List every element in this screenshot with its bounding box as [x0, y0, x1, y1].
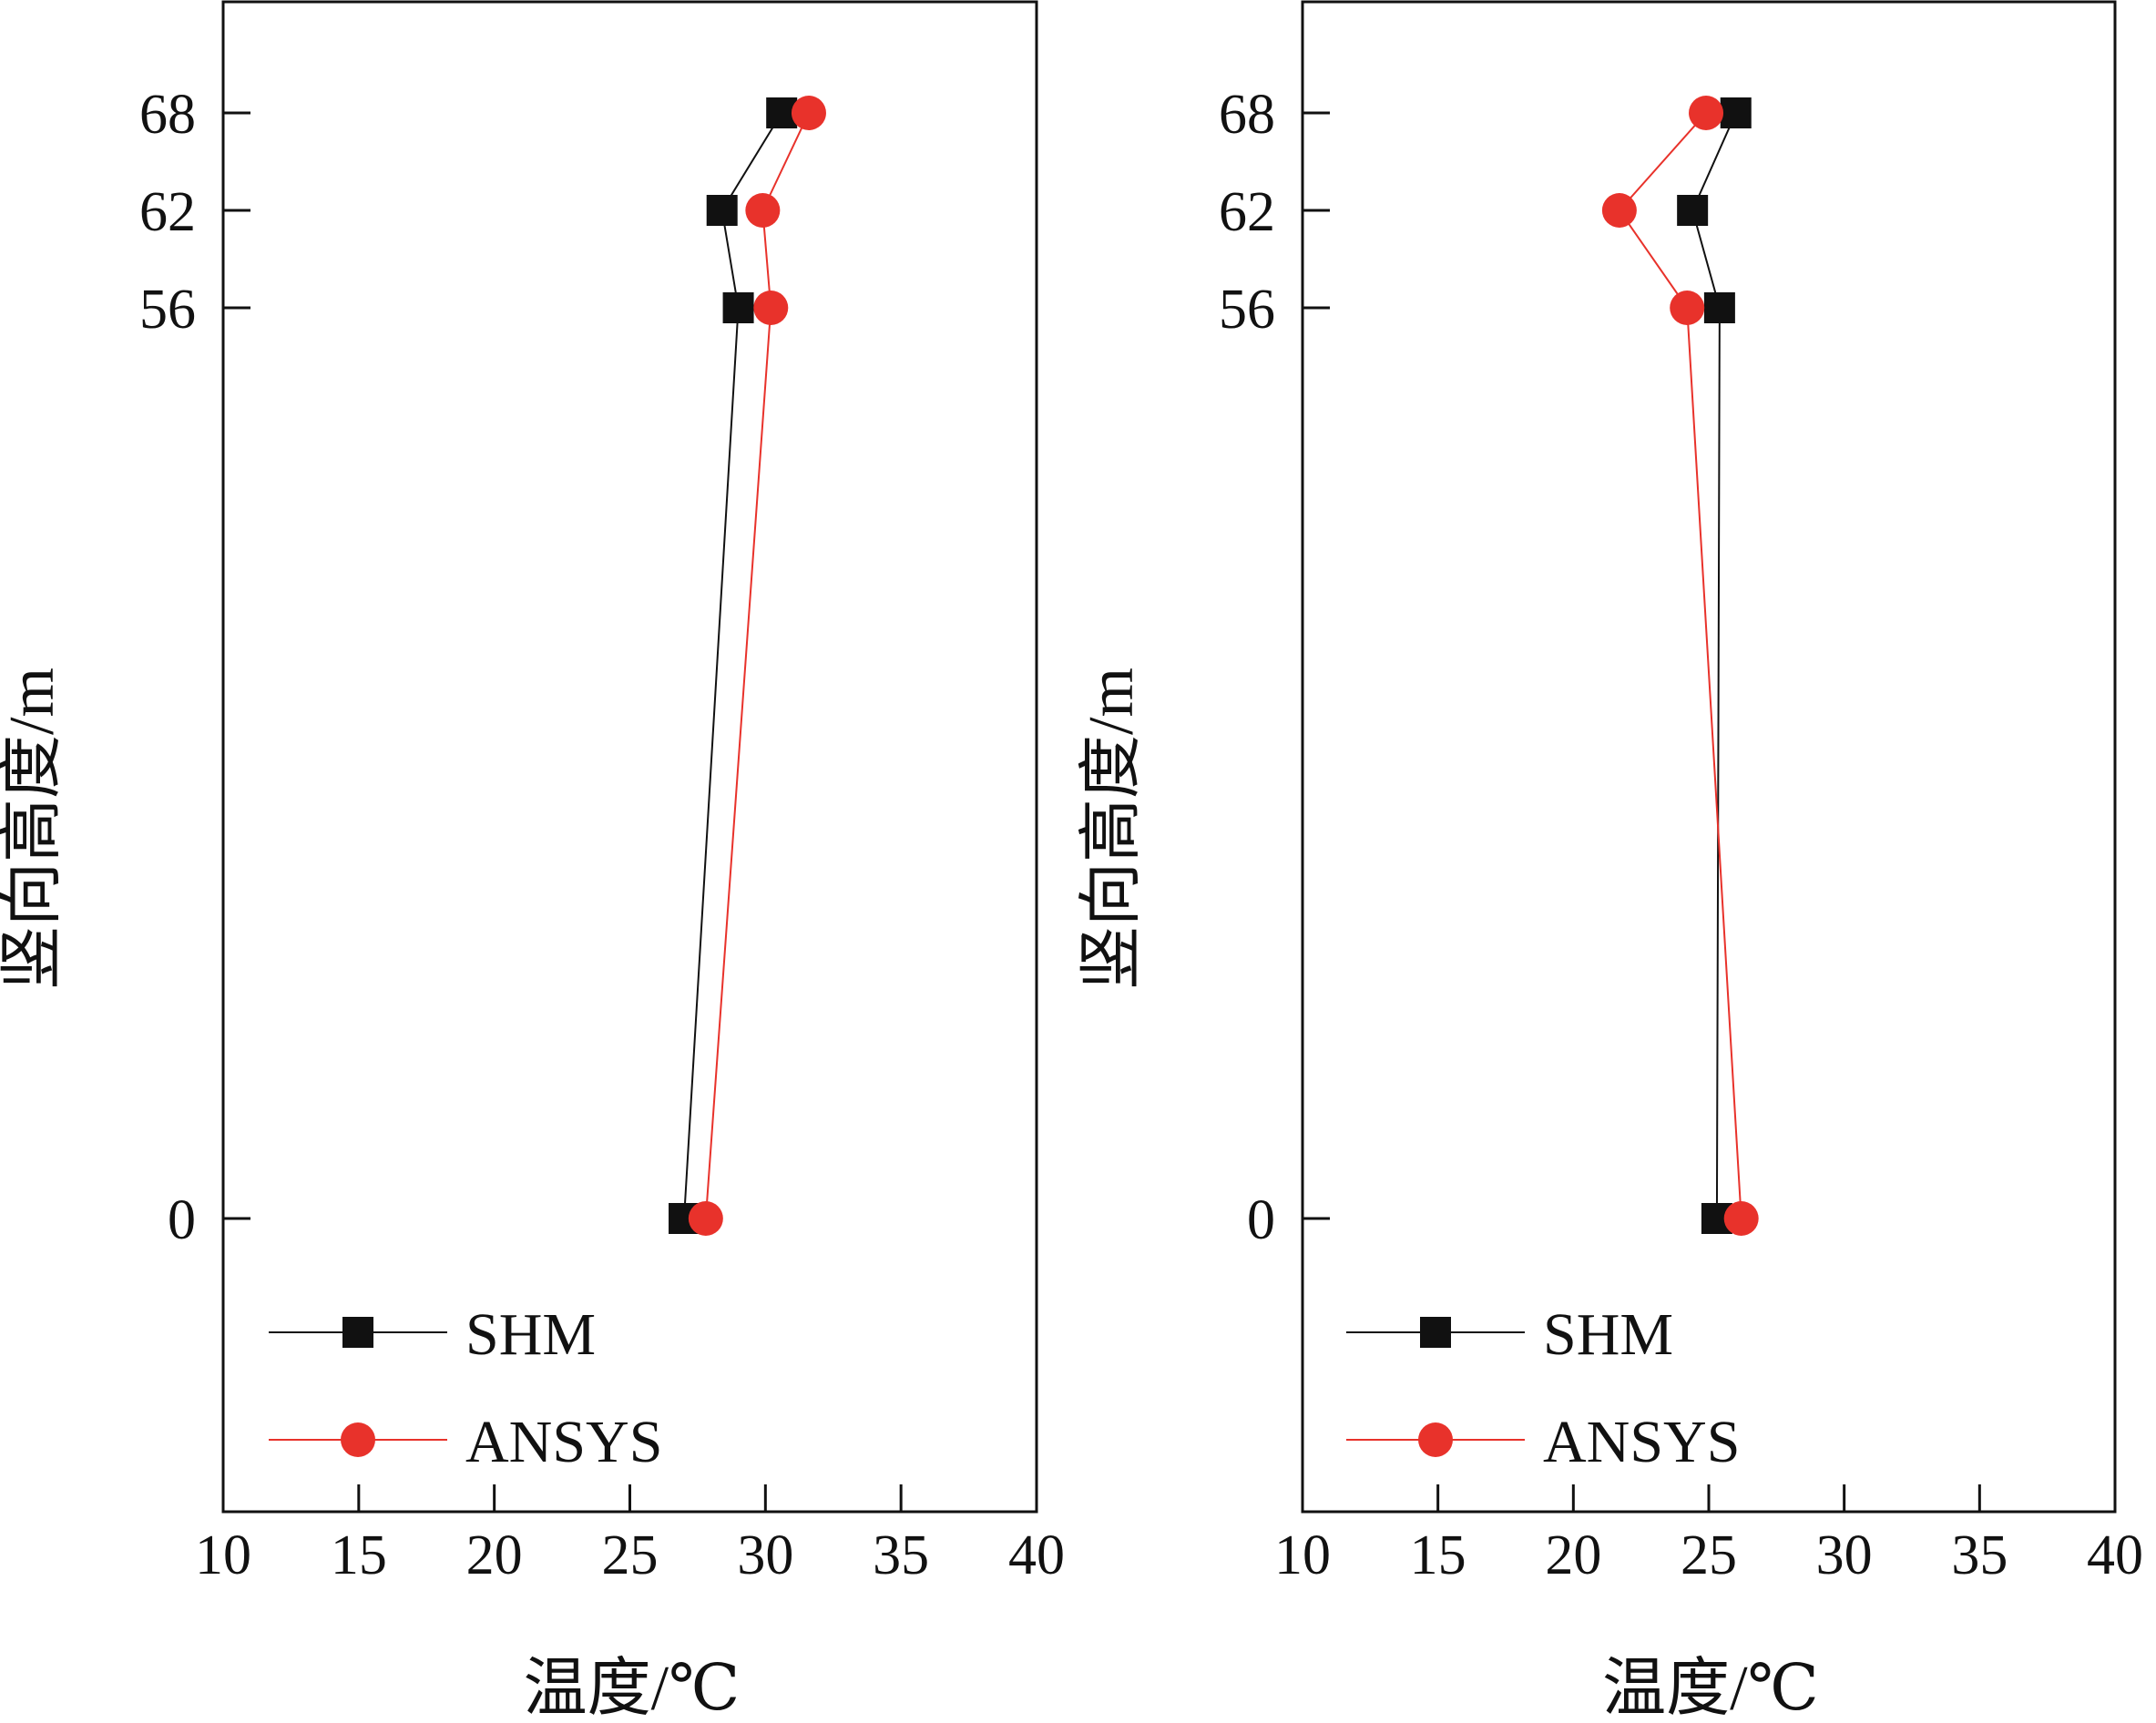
x-tick-label: 15 — [331, 1524, 387, 1586]
y-tick-label: 56 — [139, 279, 196, 341]
x-tick-label: 30 — [1816, 1524, 1873, 1586]
y-axis-label: 竖向高度/m — [1077, 668, 1147, 990]
legend-label-ansys: ANSYS — [1543, 1409, 1740, 1475]
legend-label-shm: SHM — [1543, 1301, 1673, 1368]
x-tick-label: 15 — [1410, 1524, 1466, 1586]
x-tick-label: 25 — [602, 1524, 659, 1586]
series-line-shm — [683, 112, 783, 1219]
y-tick-label: 0 — [168, 1189, 196, 1251]
data-point-ansys — [753, 291, 789, 325]
legend-marker-ansys — [1418, 1422, 1453, 1457]
data-point-shm — [1720, 97, 1752, 128]
y-tick-label: 62 — [1219, 181, 1275, 243]
chart-panel-left: 10 15 20 25 30 35 40 0 56 62 68 温度/℃ 竖向高度/m SHM ANSYS — [0, 0, 1065, 1723]
legend-marker-shm — [1420, 1317, 1451, 1348]
x-tick-label: 40 — [1008, 1524, 1065, 1586]
plot-frame — [1301, 0, 2117, 1514]
data-point-ansys — [791, 96, 826, 130]
y-tick-label: 56 — [1219, 279, 1275, 341]
data-point-ansys — [1670, 291, 1705, 325]
x-tick-label: 10 — [195, 1524, 251, 1586]
data-point-ansys — [688, 1201, 723, 1236]
y-tick-label: 68 — [139, 84, 196, 146]
legend-label-ansys: ANSYS — [465, 1409, 662, 1475]
data-point-ansys — [1601, 193, 1637, 228]
legend-marker-shm — [342, 1317, 373, 1348]
chart-panel-right: 10 15 20 25 30 35 40 0 56 62 68 温度/℃ 竖向高度/m SHM ANSYS — [1077, 0, 2143, 1723]
data-point-shm — [722, 292, 754, 323]
y-tick-label: 68 — [1219, 84, 1275, 146]
y-axis-label: 竖向高度/m — [0, 668, 67, 990]
x-axis-label: 温度/℃ — [524, 1654, 741, 1718]
y-tick-label: 0 — [1247, 1189, 1275, 1251]
series-line-ansys — [1618, 112, 1742, 1219]
x-axis-label: 温度/℃ — [1602, 1654, 1819, 1718]
x-tick-label: 30 — [737, 1524, 793, 1586]
data-point-ansys — [1723, 1201, 1759, 1236]
x-tick-label: 25 — [1681, 1524, 1737, 1586]
x-tick-label: 20 — [1545, 1524, 1601, 1586]
data-point-shm — [1677, 195, 1709, 226]
data-point-shm — [706, 195, 738, 226]
legend-marker-ansys — [341, 1422, 375, 1457]
x-tick-label: 35 — [873, 1524, 929, 1586]
x-tick-label: 10 — [1274, 1524, 1331, 1586]
data-point-ansys — [745, 193, 781, 228]
data-point-shm — [1703, 292, 1735, 323]
x-tick-label: 35 — [1951, 1524, 2008, 1586]
plot-frame — [221, 0, 1038, 1514]
x-tick-label: 40 — [2087, 1524, 2143, 1586]
y-tick-label: 62 — [139, 181, 196, 243]
data-point-ansys — [1689, 96, 1724, 130]
legend-label-shm: SHM — [465, 1301, 596, 1368]
series-line-shm — [1691, 112, 1737, 1219]
series-line-ansys — [704, 112, 810, 1219]
x-tick-label: 20 — [466, 1524, 523, 1586]
